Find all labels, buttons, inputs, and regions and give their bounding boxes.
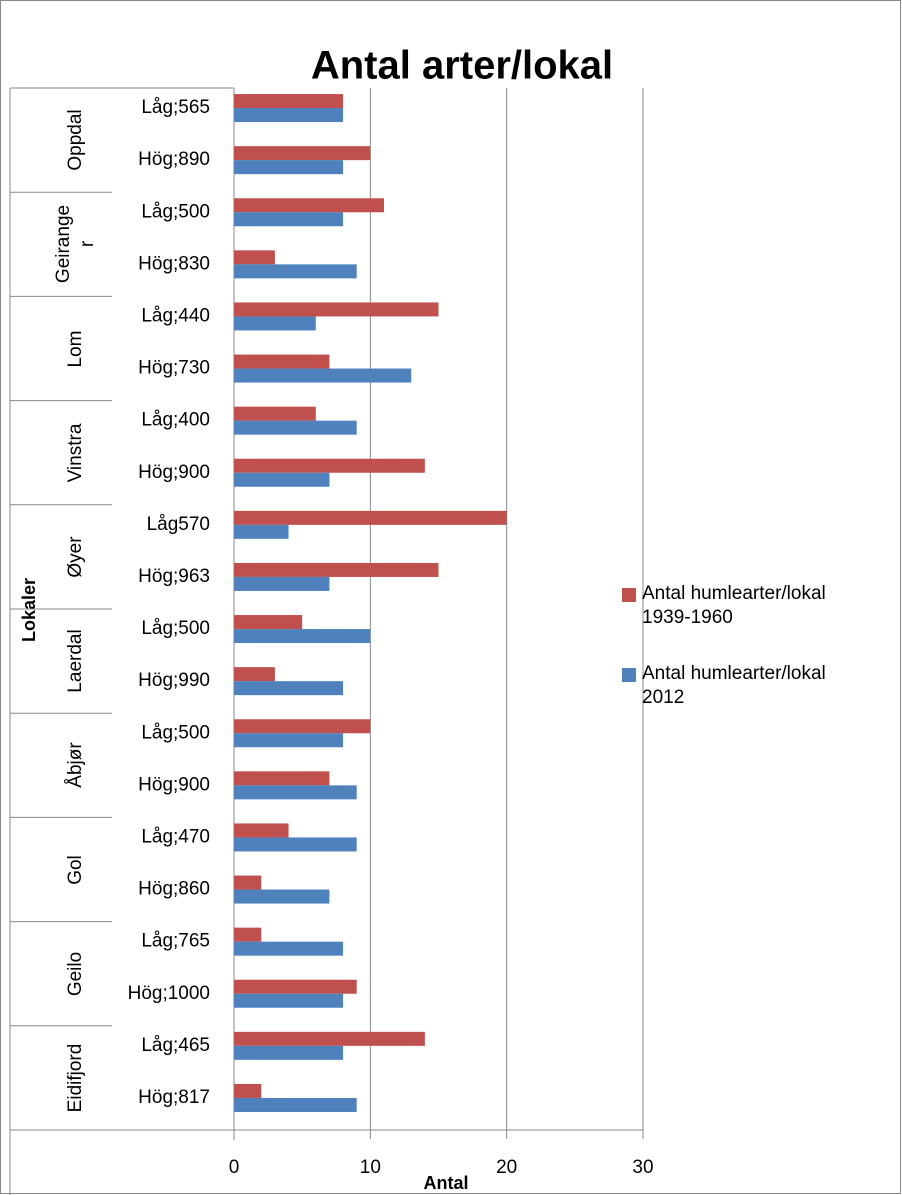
- bar: [234, 927, 262, 942]
- bar: [234, 108, 344, 123]
- y-tick-label: Låg;440: [141, 305, 210, 326]
- bar: [234, 316, 316, 331]
- bar: [234, 420, 357, 435]
- legend-swatch: [622, 668, 636, 682]
- y-tick-label: Låg;470: [141, 826, 210, 847]
- bar: [234, 406, 316, 421]
- bar: [234, 1045, 344, 1060]
- y-tick-label: Hög;890: [138, 149, 210, 170]
- y-tick-label: Hög;1000: [128, 983, 210, 1004]
- bar: [234, 681, 344, 696]
- bar: [234, 472, 330, 487]
- bar: [234, 524, 289, 539]
- bar: [234, 146, 371, 161]
- bar: [234, 1083, 262, 1098]
- group-label: Åbjør: [65, 742, 86, 788]
- bar: [234, 719, 371, 734]
- y-axis-label: Lokaler: [19, 578, 39, 642]
- y-tick-label: Hög;990: [138, 670, 210, 691]
- y-tick-label: Låg570: [147, 514, 210, 535]
- y-tick-label: Hög;830: [138, 253, 210, 274]
- bar: [234, 354, 330, 369]
- x-tick-label: 0: [229, 1157, 240, 1178]
- group-label: Laerdal: [65, 629, 86, 693]
- bar: [234, 458, 425, 473]
- x-tick-label: 30: [632, 1157, 653, 1178]
- y-tick-label: Hög;900: [138, 774, 210, 795]
- bar: [234, 302, 439, 317]
- y-tick-label: Låg;465: [141, 1035, 210, 1056]
- bar: [234, 941, 344, 956]
- x-tick-label: 10: [360, 1157, 381, 1178]
- bar: [234, 264, 357, 279]
- bar: [234, 667, 275, 682]
- bar: [234, 889, 330, 904]
- bar: [234, 875, 262, 890]
- y-tick-label: Hög;860: [138, 879, 210, 900]
- group-label: Vinstra: [65, 423, 86, 483]
- y-tick-label: Låg;500: [141, 722, 210, 743]
- bar: [234, 993, 344, 1008]
- bar: [234, 1097, 357, 1112]
- y-tick-label: Låg;765: [141, 931, 210, 952]
- x-tick-label: 20: [496, 1157, 517, 1178]
- bar: [234, 94, 344, 109]
- bar: [234, 771, 330, 786]
- bar: [234, 510, 507, 525]
- legend-label: Antal humlearter/lokal 2012: [642, 663, 826, 708]
- y-tick-label: Hög;963: [138, 566, 210, 587]
- group-label: Geilo: [65, 951, 86, 996]
- bar: [234, 785, 357, 800]
- y-tick-label: Hög;817: [138, 1087, 210, 1108]
- chart-title: Antal arter/lokal: [311, 44, 613, 88]
- group-label: Øyer: [65, 536, 86, 578]
- legend-label: Antal humlearter/lokal 1939-1960: [642, 583, 826, 628]
- group-label: Geirange r: [53, 205, 98, 284]
- y-tick-label: Hög;900: [138, 462, 210, 483]
- group-label: Oppdal: [65, 109, 86, 171]
- group-label: Lom: [65, 330, 86, 367]
- bar: [234, 250, 275, 265]
- legend-swatch: [622, 588, 636, 602]
- bar: [234, 368, 412, 383]
- bar: [234, 576, 330, 591]
- group-label: Gol: [65, 854, 86, 885]
- bar: [234, 615, 303, 630]
- y-tick-label: Låg;400: [141, 410, 210, 431]
- x-axis-label: Antal: [424, 1173, 469, 1193]
- y-tick-label: Låg;500: [141, 201, 210, 222]
- bar: [234, 629, 371, 644]
- bar: [234, 979, 357, 994]
- bar: [234, 160, 344, 175]
- bar: [234, 212, 344, 227]
- bar: [234, 837, 357, 852]
- group-label: Eidifjord: [65, 1043, 86, 1113]
- bar: [234, 1031, 425, 1046]
- bar: [234, 823, 289, 838]
- bar: [234, 733, 344, 748]
- bar: [234, 562, 439, 577]
- bar: [234, 198, 384, 213]
- y-tick-label: Låg;565: [141, 97, 210, 118]
- y-tick-label: Hög;730: [138, 358, 210, 379]
- y-tick-label: Låg;500: [141, 618, 210, 639]
